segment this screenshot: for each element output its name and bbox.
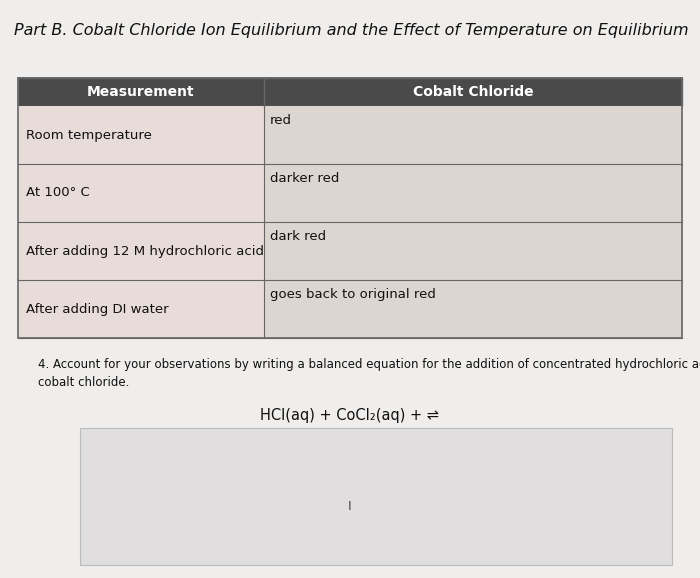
Text: After adding 12 M hydrochloric acid: After adding 12 M hydrochloric acid (26, 244, 264, 258)
Text: cobalt chloride.: cobalt chloride. (38, 376, 130, 389)
Bar (18, 78, 682, 338)
Text: After adding DI water: After adding DI water (26, 302, 169, 316)
Text: Cobalt Chloride: Cobalt Chloride (412, 85, 533, 99)
Text: HCl(aq) + CoCl₂(aq) + ⇌: HCl(aq) + CoCl₂(aq) + ⇌ (260, 408, 440, 423)
Bar (18, 280, 264, 338)
Text: At 100° C: At 100° C (26, 187, 90, 199)
Text: I: I (348, 500, 352, 513)
Text: Room temperature: Room temperature (26, 128, 152, 142)
Text: dark red: dark red (270, 230, 326, 243)
Text: Part B. Cobalt Chloride Ion Equilibrium and the Effect of Temperature on Equilib: Part B. Cobalt Chloride Ion Equilibrium … (14, 23, 689, 38)
Bar (18, 164, 264, 222)
Bar (264, 222, 682, 280)
Bar (80, 428, 672, 565)
Text: red: red (270, 114, 292, 127)
Bar (18, 222, 264, 280)
Text: goes back to original red: goes back to original red (270, 288, 435, 301)
Bar (264, 106, 682, 164)
Bar (18, 78, 682, 106)
Bar (18, 106, 264, 164)
Bar (264, 280, 682, 338)
Text: Measurement: Measurement (87, 85, 195, 99)
Bar (264, 164, 682, 222)
Text: 4. Account for your observations by writing a balanced equation for the addition: 4. Account for your observations by writ… (38, 358, 700, 371)
Text: darker red: darker red (270, 172, 339, 185)
